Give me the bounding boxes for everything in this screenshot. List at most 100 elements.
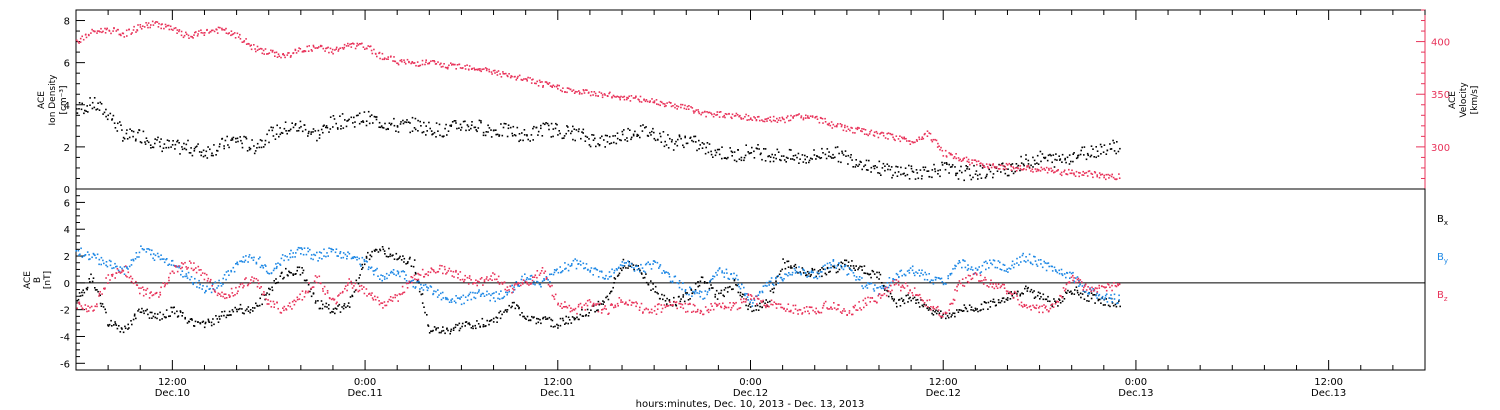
bx-series-point	[1006, 299, 1009, 301]
bx-series-point	[379, 248, 381, 251]
density-series-point	[540, 127, 542, 130]
by-series-point	[1088, 293, 1090, 295]
bx-series-point	[706, 282, 708, 284]
bx-series-point	[116, 327, 119, 330]
density-series-point	[518, 140, 520, 143]
by-series-point	[429, 285, 432, 287]
density-series-point	[122, 140, 124, 142]
bx-series-point	[516, 304, 518, 306]
bx-series-point	[755, 309, 758, 311]
velocity-series-point	[350, 43, 353, 45]
bz-series-point	[344, 287, 346, 290]
bx-series-point	[81, 291, 83, 294]
bz-series-point	[174, 265, 176, 267]
bx-series-point	[114, 322, 117, 325]
by-series-point	[89, 258, 91, 260]
bx-series-point	[413, 259, 416, 261]
bz-series-point	[617, 305, 619, 307]
velocity-series-point	[876, 132, 879, 135]
density-series-point	[753, 157, 756, 159]
density-series-point	[996, 170, 999, 172]
density-series-point	[239, 136, 241, 138]
bz-series-point	[992, 283, 994, 285]
velocity-series-point	[976, 163, 978, 166]
b-axis-label-line: [nT]	[43, 271, 53, 289]
by-series-point	[251, 256, 253, 259]
by-series-point	[108, 259, 111, 262]
bz-series-point	[895, 279, 898, 281]
bz-series-point	[879, 297, 882, 299]
by-series-point	[967, 267, 970, 270]
bz-series-point	[704, 306, 707, 308]
bx-series-point	[921, 304, 924, 307]
density-series-point	[396, 125, 399, 127]
by-series-point	[182, 276, 184, 278]
density-series-point	[614, 135, 616, 137]
bz-series-point	[304, 292, 307, 294]
density-series-point	[380, 125, 383, 127]
by-series-point	[1079, 283, 1081, 286]
by-series-point	[735, 274, 738, 277]
density-series-point	[1036, 154, 1039, 157]
by-series-point	[1045, 269, 1048, 272]
bz-series-point	[712, 308, 715, 311]
density-series-point	[855, 164, 858, 166]
bz-series-point	[706, 309, 708, 312]
density-series-point	[1025, 154, 1027, 156]
density-series-point	[284, 121, 287, 123]
bx-series-point	[795, 266, 797, 269]
velocity-series-point	[349, 43, 351, 46]
density-series-point	[572, 138, 574, 141]
by-series-point	[590, 267, 593, 269]
density-series-point	[917, 177, 920, 180]
velocity-series-point	[345, 45, 348, 47]
density-series-point	[923, 169, 926, 171]
velocity-series-point	[1118, 177, 1121, 179]
bz-series-point	[474, 282, 477, 284]
density-series-point	[1080, 149, 1082, 152]
density-series-point	[706, 142, 709, 144]
velocity-series-point	[216, 28, 218, 31]
velocity-series-point	[164, 23, 167, 26]
bx-series-point	[328, 304, 330, 306]
bz-series-point	[616, 302, 619, 305]
bz-series-point	[927, 306, 929, 308]
density-axis-label-line: [cm⁻³]	[59, 85, 69, 114]
density-series-point	[674, 143, 676, 145]
velocity-series-point	[628, 95, 630, 98]
velocity-series-point	[1094, 171, 1097, 174]
bx-series-point	[325, 302, 328, 305]
by-series-point	[330, 250, 333, 253]
velocity-series-point	[403, 59, 405, 61]
bx-series-point	[346, 305, 349, 307]
density-series-point	[992, 176, 994, 179]
by-series-point	[160, 254, 162, 256]
density-series-point	[256, 147, 258, 149]
bx-series-point	[974, 307, 977, 310]
velocity-series-point	[172, 29, 174, 31]
by-series-point	[814, 276, 817, 278]
bz-series-point	[1068, 282, 1071, 284]
bx-series-point	[421, 293, 424, 295]
density-series-point	[574, 139, 576, 142]
velocity-series-point	[589, 94, 592, 97]
velocity-series-point	[700, 113, 702, 116]
velocity-series-point	[439, 63, 441, 66]
bx-series-point	[357, 282, 360, 285]
bx-series-point	[844, 263, 846, 266]
bx-series-point	[479, 326, 481, 328]
bz-series-point	[831, 308, 833, 310]
bx-series-point	[1094, 302, 1096, 304]
by-series-point	[259, 266, 262, 269]
bx-series-point	[137, 310, 139, 312]
velocity-series-point	[104, 32, 107, 34]
bz-series-point	[956, 285, 958, 288]
velocity-series-point	[168, 28, 171, 31]
by-series-point	[821, 271, 823, 273]
density-series-point	[86, 105, 88, 107]
velocity-series-point	[906, 140, 908, 142]
by-series-point	[877, 286, 879, 289]
velocity-series-point	[809, 115, 812, 117]
density-series-point	[715, 151, 718, 154]
bx-series-point	[961, 310, 964, 312]
